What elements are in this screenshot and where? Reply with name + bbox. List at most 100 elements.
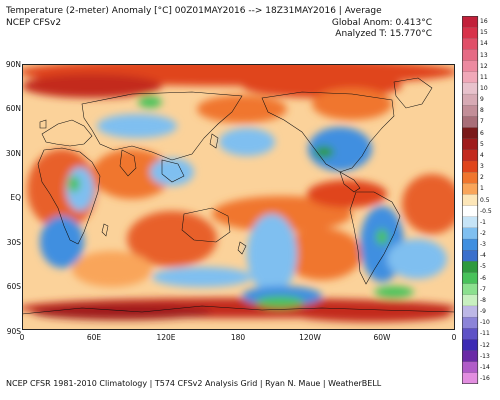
color-scale-label: -14 <box>480 363 490 371</box>
color-scale-label: 13 <box>480 51 488 59</box>
lon-label-60w: 60W <box>373 333 391 342</box>
color-scale-label: -8 <box>480 296 486 304</box>
color-scale-label: 11 <box>480 73 488 81</box>
color-scale-label: 3 <box>480 163 484 170</box>
lat-label-30n: 30N <box>5 149 21 158</box>
color-scale-label: 1 <box>480 185 484 193</box>
color-swatch-5 <box>462 71 479 84</box>
color-swatch-21 <box>462 250 479 262</box>
color-scale-label: -16 <box>480 374 490 382</box>
color-swatch-2 <box>462 38 479 50</box>
color-scale-label: -2 <box>480 230 486 237</box>
map-frame <box>22 64 455 330</box>
color-scale-label: 5 <box>480 140 484 148</box>
color-scale-label: 14 <box>480 40 488 48</box>
color-scale-label: -5 <box>480 263 486 271</box>
color-scale-bar <box>462 16 479 384</box>
color-swatch-30 <box>462 350 479 363</box>
antarctica-outline <box>22 305 455 315</box>
color-scale-label: -11 <box>480 330 490 338</box>
lat-label-90n: 90N <box>5 60 21 69</box>
color-swatch-7 <box>462 93 479 106</box>
south-america-outline <box>349 191 401 285</box>
color-scale-label: 10 <box>480 85 488 92</box>
lon-label-120e: 120E <box>156 333 176 342</box>
color-scale-label: 12 <box>480 62 488 70</box>
color-swatch-17 <box>462 205 479 218</box>
color-swatch-6 <box>462 82 479 95</box>
asia-outline <box>81 91 243 161</box>
color-scale-label: -0.5 <box>480 207 492 215</box>
color-swatch-26 <box>462 305 479 318</box>
coastlines <box>22 77 455 315</box>
color-scale-label: -13 <box>480 352 490 360</box>
color-scale-label: 6 <box>480 129 484 137</box>
color-swatch-16 <box>462 194 479 206</box>
color-scale-label: -7 <box>480 285 486 293</box>
uk-outline <box>39 119 47 129</box>
japan-outline <box>209 133 219 149</box>
lon-label-60e: 60E <box>86 333 102 342</box>
color-swatch-31 <box>462 361 479 374</box>
color-swatch-13 <box>462 160 479 173</box>
color-swatch-27 <box>462 316 479 329</box>
australia-outline <box>181 207 231 243</box>
chart-title: Temperature (2-meter) Anomaly [°C] 00Z01… <box>6 6 382 16</box>
color-scale-label: -4 <box>480 252 486 260</box>
greenland-outline <box>393 77 433 109</box>
color-scale-label: 16 <box>480 18 488 26</box>
madagascar-outline <box>101 223 109 237</box>
color-swatch-1 <box>462 27 479 39</box>
india-outline <box>119 149 137 177</box>
color-swatch-3 <box>462 49 479 62</box>
color-swatch-20 <box>462 238 479 251</box>
color-scale-label: -3 <box>480 241 486 249</box>
analyzed-temperature: Analyzed T: 15.770°C <box>335 29 432 39</box>
anomaly-stats: Global Anom: 0.413°C Analyzed T: 15.770°… <box>292 18 432 40</box>
color-scale-label: -6 <box>480 274 486 282</box>
color-scale-label: 7 <box>480 118 484 126</box>
color-scale-label: -10 <box>480 319 490 327</box>
color-scale-label: 8 <box>480 107 484 115</box>
color-swatch-25 <box>462 294 479 307</box>
color-swatch-11 <box>462 138 479 151</box>
north-america-outline <box>261 91 395 173</box>
color-swatch-29 <box>462 339 479 351</box>
lon-label-0-left: 0 <box>19 333 25 342</box>
color-swatch-4 <box>462 60 479 73</box>
color-scale-label: 4 <box>480 151 484 159</box>
new-zealand-outline <box>237 241 247 255</box>
color-scale-label: 9 <box>480 96 484 104</box>
color-swatch-32 <box>462 372 479 384</box>
global-anomaly: Global Anom: 0.413°C <box>331 18 432 28</box>
color-swatch-18 <box>462 216 479 229</box>
lon-label-180: 180 <box>230 333 246 342</box>
color-swatch-8 <box>462 105 479 117</box>
lat-label-30s: 30S <box>6 238 21 247</box>
color-scale-label: 15 <box>480 29 488 37</box>
color-scale-label: -9 <box>480 308 486 315</box>
anomaly-map <box>22 64 455 330</box>
lon-label-120w: 120W <box>299 333 321 342</box>
anomaly-fields <box>22 64 455 322</box>
lat-label-60s: 60S <box>6 282 21 291</box>
color-swatch-24 <box>462 283 479 296</box>
color-swatch-9 <box>462 116 479 128</box>
lat-label-eq: EQ <box>10 193 21 202</box>
color-scale-label: -1 <box>480 218 486 226</box>
color-scale-label: 0.5 <box>480 196 490 204</box>
central-america-outline <box>339 171 361 193</box>
lat-label-90s: 90S <box>6 327 21 336</box>
europe-outline <box>41 119 93 147</box>
color-swatch-19 <box>462 227 479 240</box>
color-swatch-28 <box>462 328 479 340</box>
model-label: NCEP CFSv2 <box>6 18 62 28</box>
color-swatch-12 <box>462 149 479 162</box>
lat-label-60n: 60N <box>5 104 21 113</box>
color-bar-outline <box>462 16 478 384</box>
color-scale-label: -12 <box>480 341 490 349</box>
color-scale-label: 2 <box>480 174 484 182</box>
footer-credits: NCEP CFSR 1981-2010 Climatology | T574 C… <box>6 379 382 388</box>
color-swatch-22 <box>462 261 479 273</box>
color-swatch-23 <box>462 272 479 285</box>
